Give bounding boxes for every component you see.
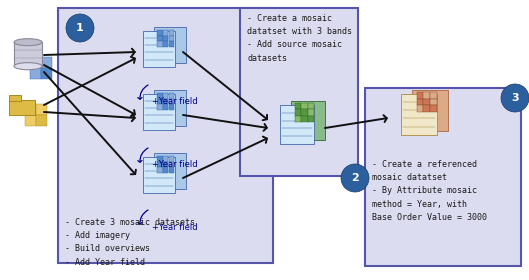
Bar — [169, 156, 174, 162]
Bar — [417, 92, 423, 99]
FancyBboxPatch shape — [291, 101, 325, 140]
Text: - Create a mosaic
datatset with 3 bands
- Add source mosaic
datasets: - Create a mosaic datatset with 3 bands … — [247, 14, 352, 63]
Bar — [36, 104, 47, 115]
FancyBboxPatch shape — [14, 42, 42, 66]
Bar — [430, 106, 437, 112]
Bar — [430, 92, 437, 99]
FancyBboxPatch shape — [413, 90, 448, 131]
Bar — [423, 106, 430, 112]
Bar — [169, 104, 174, 110]
Circle shape — [501, 84, 529, 112]
Bar — [169, 99, 174, 104]
Bar — [157, 156, 163, 162]
Bar — [169, 93, 174, 99]
Bar — [163, 104, 169, 110]
Circle shape — [66, 14, 94, 42]
Bar — [157, 162, 163, 167]
Bar — [307, 103, 314, 109]
Circle shape — [341, 164, 369, 192]
Ellipse shape — [14, 39, 42, 46]
Bar — [163, 41, 169, 47]
FancyBboxPatch shape — [143, 94, 175, 130]
Bar — [41, 68, 52, 79]
Bar — [157, 104, 163, 110]
FancyBboxPatch shape — [143, 31, 175, 67]
Text: +Year field: +Year field — [152, 97, 198, 106]
Bar — [157, 93, 163, 99]
Bar — [417, 99, 423, 106]
Bar — [295, 116, 301, 122]
Text: 2: 2 — [351, 173, 359, 183]
Bar — [307, 109, 314, 116]
Bar — [169, 41, 174, 47]
Text: 3: 3 — [511, 93, 519, 103]
FancyBboxPatch shape — [153, 90, 186, 126]
Bar — [301, 103, 307, 109]
FancyBboxPatch shape — [240, 8, 358, 176]
Bar — [163, 30, 169, 36]
Bar — [163, 162, 169, 167]
Bar — [417, 106, 423, 112]
FancyBboxPatch shape — [58, 8, 273, 263]
FancyBboxPatch shape — [280, 105, 314, 144]
Bar — [169, 167, 174, 173]
Bar — [30, 57, 41, 68]
Bar — [25, 115, 36, 126]
Text: +Year field: +Year field — [152, 160, 198, 169]
Bar — [169, 30, 174, 36]
Bar — [25, 104, 36, 115]
Text: +Year field: +Year field — [152, 223, 198, 232]
Bar — [295, 109, 301, 116]
Bar — [423, 92, 430, 99]
Text: 1: 1 — [76, 23, 84, 33]
FancyBboxPatch shape — [153, 153, 186, 189]
FancyBboxPatch shape — [9, 95, 21, 101]
Bar — [163, 156, 169, 162]
Bar — [169, 36, 174, 41]
Bar — [157, 99, 163, 104]
Bar — [163, 36, 169, 41]
Ellipse shape — [14, 63, 42, 70]
FancyBboxPatch shape — [153, 27, 186, 63]
Bar — [157, 36, 163, 41]
FancyBboxPatch shape — [143, 157, 175, 193]
Bar — [430, 99, 437, 106]
Bar — [30, 68, 41, 79]
Text: - Create 3 mosaic datasets
- Add imagery
- Build overviews
- Add Year field: - Create 3 mosaic datasets - Add imagery… — [65, 218, 195, 267]
Bar — [157, 30, 163, 36]
FancyBboxPatch shape — [365, 88, 521, 266]
Bar — [295, 103, 301, 109]
Bar — [423, 99, 430, 106]
Bar — [157, 167, 163, 173]
Text: - Create a referenced
mosaic datatset
- By Attribute mosaic
method = Year, with
: - Create a referenced mosaic datatset - … — [372, 160, 487, 222]
FancyBboxPatch shape — [9, 100, 35, 115]
Bar — [307, 116, 314, 122]
Bar — [163, 93, 169, 99]
Bar — [163, 167, 169, 173]
Bar — [301, 116, 307, 122]
Bar — [301, 109, 307, 116]
Bar — [169, 162, 174, 167]
Bar — [157, 41, 163, 47]
Bar — [41, 57, 52, 68]
Bar — [36, 115, 47, 126]
Bar — [163, 99, 169, 104]
FancyBboxPatch shape — [401, 94, 437, 135]
